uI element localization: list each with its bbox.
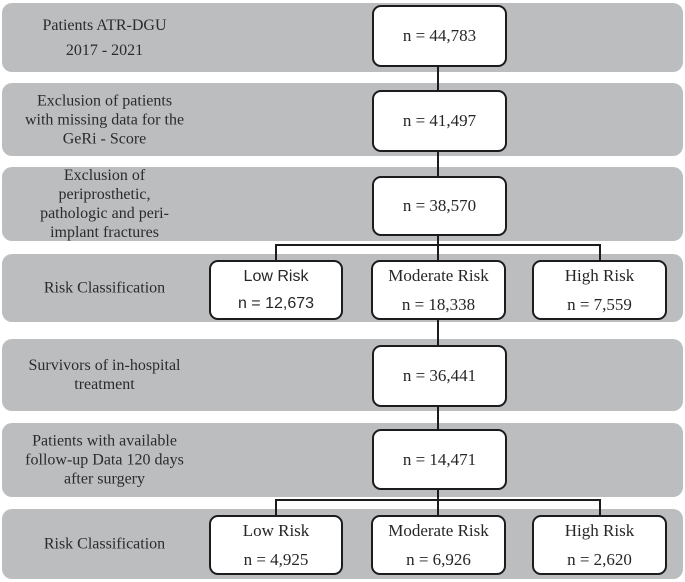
band-label-exclusion-missing-geri: Exclusion of patients with missing data … — [24, 92, 185, 147]
branch-bar-risk1 — [275, 244, 601, 246]
risk2-high-value: n = 2,620 — [567, 549, 632, 569]
connector-risk1-right-drop — [599, 244, 601, 261]
band-label-risk-classification-1: Risk Classification — [43, 279, 166, 297]
risk2-high-title: High Risk — [564, 520, 635, 540]
node-survivors: n = 36,441 — [372, 345, 507, 407]
band-followup: Patients with available follow-up Data 1… — [2, 423, 683, 497]
band-label-followup: Patients with available follow-up Data 1… — [25, 432, 184, 488]
risk1-low-value: n = 12,673 — [237, 294, 315, 312]
band-label-survivors: Survivors of in-hospital treatment — [28, 357, 181, 393]
connector-risk1-left-drop — [275, 244, 277, 261]
connector-fracture-to-risk1-center — [437, 235, 439, 261]
risk2-low-value: n = 4,925 — [243, 549, 309, 569]
node-survivors-value: n = 36,441 — [402, 366, 477, 385]
band-label-risk-classification-2: Risk Classification — [43, 535, 166, 553]
node-after-fracture-exclusion: n = 38,570 — [372, 176, 507, 236]
risk1-moderate-title: Moderate Risk — [388, 265, 489, 285]
band-exclusion-missing-geri: Exclusion of patients with missing data … — [2, 83, 683, 156]
risk2-moderate-title: Moderate Risk — [388, 520, 489, 540]
risk2-moderate-box: Moderate Risk n = 6,926 — [371, 515, 506, 575]
connector-survivors-to-followup — [437, 406, 439, 430]
risk1-high-title: High Risk — [564, 265, 635, 285]
risk1-low-title: Low Risk — [243, 267, 309, 285]
connector-total-to-geri — [437, 66, 439, 91]
risk2-low-title: Low Risk — [242, 520, 310, 540]
node-followup: n = 14,471 — [372, 429, 507, 490]
connector-followup-to-risk2-center — [437, 489, 439, 516]
node-after-fracture-exclusion-value: n = 38,570 — [402, 196, 477, 215]
risk2-low-box: Low Risk n = 4,925 — [209, 515, 343, 575]
band-label-patients-atr-dgu: Patients ATR-DGU 2017 - 2021 — [42, 16, 167, 59]
node-after-geri-exclusion-value: n = 41,497 — [402, 111, 477, 130]
band-survivors: Survivors of in-hospital treatment — [2, 339, 683, 411]
node-total-value: n = 44,783 — [402, 26, 477, 45]
band-exclusion-fracture-types: Exclusion of periprosthetic, pathologic … — [2, 167, 683, 241]
connector-risk1-to-survivors — [437, 319, 439, 346]
risk1-moderate-value: n = 18,338 — [401, 294, 476, 314]
risk1-low-box: Low Risk n = 12,673 — [209, 260, 343, 320]
risk1-high-value: n = 7,559 — [567, 294, 632, 314]
risk1-moderate-box: Moderate Risk n = 18,338 — [371, 260, 506, 320]
node-after-geri-exclusion: n = 41,497 — [372, 90, 507, 152]
connector-geri-to-fracture — [437, 151, 439, 177]
risk1-high-box: High Risk n = 7,559 — [532, 260, 667, 320]
connector-risk2-right-drop — [599, 499, 601, 516]
connector-risk2-left-drop — [275, 499, 277, 516]
risk2-high-box: High Risk n = 2,620 — [532, 515, 667, 575]
band-patients-atr-dgu: Patients ATR-DGU 2017 - 2021 — [2, 3, 683, 72]
node-followup-value: n = 14,471 — [402, 449, 477, 469]
band-label-exclusion-fracture-types: Exclusion of periprosthetic, pathologic … — [40, 167, 169, 241]
node-total: n = 44,783 — [372, 5, 507, 67]
branch-bar-risk2 — [275, 499, 601, 501]
risk2-moderate-value: n = 6,926 — [406, 549, 471, 569]
